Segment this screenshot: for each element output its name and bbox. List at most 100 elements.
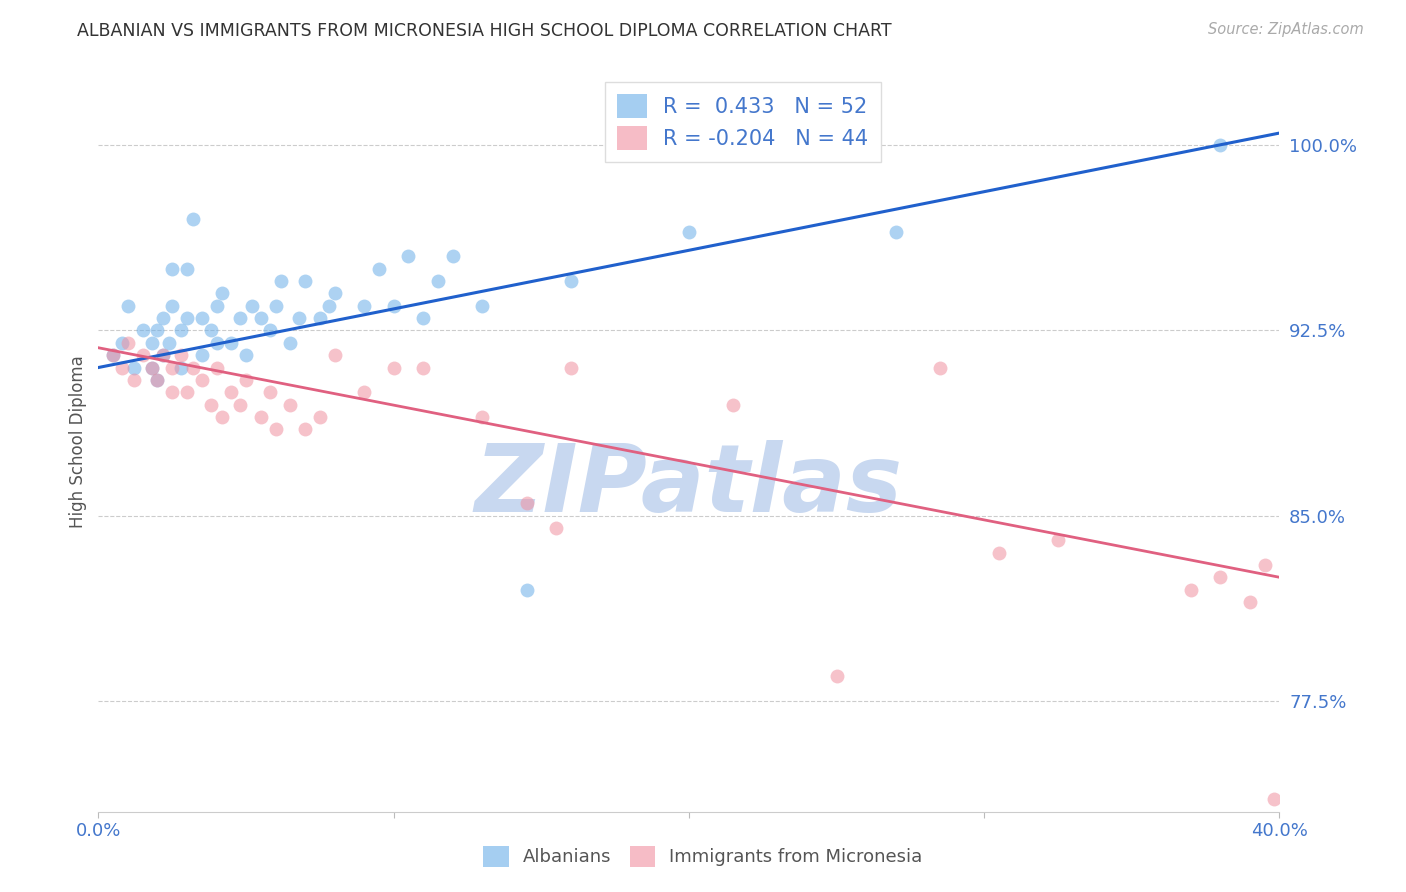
Point [988, 545, 1011, 559]
Point [181, 360, 204, 375]
Point [103, 348, 125, 362]
Point [546, 521, 568, 535]
Point [1254, 558, 1277, 572]
Text: ALBANIAN VS IMMIGRANTS FROM MICRONESIA HIGH SCHOOL DIPLOMA CORRELATION CHART: ALBANIAN VS IMMIGRANTS FROM MICRONESIA H… [77, 22, 891, 40]
Point [170, 323, 193, 337]
Point [560, 360, 582, 375]
Point [162, 385, 183, 400]
Point [141, 360, 163, 375]
Point [259, 323, 281, 337]
Point [146, 373, 169, 387]
Point [221, 335, 243, 350]
Text: ZIPatlas: ZIPatlas [475, 440, 903, 532]
Point [323, 348, 346, 362]
Point [825, 669, 848, 683]
Point [264, 422, 287, 436]
Point [191, 373, 214, 387]
Point [516, 582, 538, 597]
Point [280, 397, 302, 411]
Point [427, 274, 450, 288]
Point [264, 299, 287, 313]
Point [205, 335, 228, 350]
Legend: R =  0.433   N = 52, R = -0.204   N = 44: R = 0.433 N = 52, R = -0.204 N = 44 [605, 82, 880, 162]
Point [1180, 582, 1202, 597]
Point [122, 373, 145, 387]
Point [141, 360, 163, 375]
Point [152, 348, 174, 362]
Point [152, 311, 174, 326]
Point [884, 225, 907, 239]
Point [323, 286, 346, 301]
Point [146, 373, 169, 387]
Point [103, 348, 125, 362]
Point [132, 323, 155, 337]
Point [1239, 595, 1261, 609]
Point [723, 397, 745, 411]
Point [157, 335, 180, 350]
Point [162, 261, 183, 276]
Point [181, 212, 204, 227]
Point [235, 348, 257, 362]
Point [270, 274, 292, 288]
Point [211, 409, 233, 424]
Point [200, 397, 222, 411]
Point [170, 360, 193, 375]
Point [1209, 570, 1232, 584]
Point [176, 311, 198, 326]
Point [560, 274, 582, 288]
Point [1263, 792, 1285, 806]
Point [146, 323, 169, 337]
Point [309, 409, 332, 424]
Point [382, 360, 405, 375]
Point [412, 311, 434, 326]
Point [200, 323, 222, 337]
Point [368, 261, 391, 276]
Point [229, 311, 252, 326]
Point [132, 348, 155, 362]
Point [294, 422, 316, 436]
Point [471, 299, 494, 313]
Point [205, 360, 228, 375]
Point [162, 299, 183, 313]
Point [111, 360, 134, 375]
Point [318, 299, 340, 313]
Point [240, 299, 263, 313]
Point [412, 360, 434, 375]
Point [141, 335, 163, 350]
Point [441, 249, 464, 263]
Point [191, 348, 214, 362]
Point [111, 335, 134, 350]
Point [152, 348, 174, 362]
Point [294, 274, 316, 288]
Point [162, 360, 183, 375]
Point [471, 409, 494, 424]
Point [353, 299, 375, 313]
Point [250, 409, 273, 424]
Point [211, 286, 233, 301]
Point [176, 261, 198, 276]
Point [235, 373, 257, 387]
Point [280, 335, 302, 350]
Point [259, 385, 281, 400]
Text: Source: ZipAtlas.com: Source: ZipAtlas.com [1208, 22, 1364, 37]
Point [122, 360, 145, 375]
Point [117, 299, 139, 313]
Point [516, 496, 538, 510]
Point [353, 385, 375, 400]
Point [229, 397, 252, 411]
Point [191, 311, 214, 326]
Point [250, 311, 273, 326]
Y-axis label: High School Diploma: High School Diploma [69, 355, 87, 528]
Point [398, 249, 420, 263]
Point [382, 299, 405, 313]
Point [117, 335, 139, 350]
Point [678, 225, 700, 239]
Point [1209, 138, 1232, 153]
Point [309, 311, 332, 326]
Point [170, 348, 193, 362]
Point [288, 311, 311, 326]
Point [1046, 533, 1070, 548]
Point [221, 385, 243, 400]
Point [929, 360, 952, 375]
Point [205, 299, 228, 313]
